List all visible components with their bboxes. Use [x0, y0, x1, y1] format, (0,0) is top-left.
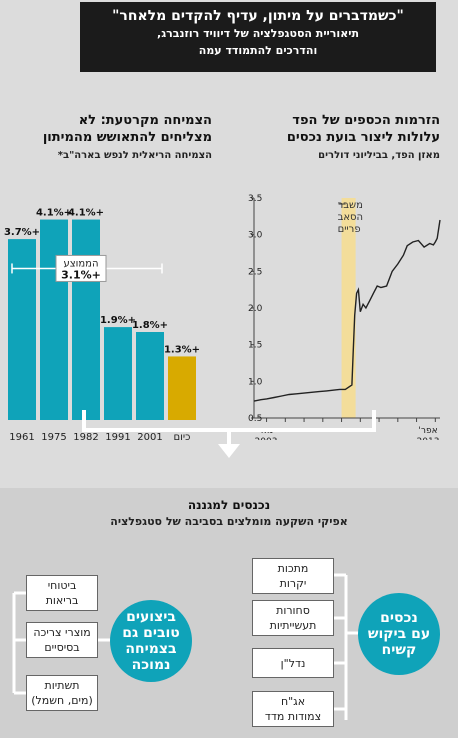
- asset-box-line: סחורות: [276, 604, 310, 617]
- investment-subtitle: אפיקי השקעה מומלצים בסביבה של סטגפלציה: [110, 515, 348, 528]
- asset-box-line: צמודות מדד: [264, 710, 322, 723]
- sector-box-line: (מים, חשמל): [31, 694, 93, 707]
- y-tick-label: 1.0: [248, 377, 263, 387]
- growth-bar-value-label: +1.3%: [164, 344, 200, 355]
- fed-balance-series-line: [253, 219, 441, 402]
- average-label-box: [55, 254, 107, 282]
- growth-bar-chart: +3.7% 1961 +4.1% 1975 +4.1% 1982 +1.9% 1991 +1.8…: [4, 208, 200, 443]
- x-start-year-label: 2003: [255, 437, 278, 440]
- fed-chart-title-line2: עלולות ליצור בועת נכסים: [286, 130, 440, 145]
- fed-chart-title: הזרמות הכספים של הפד עלולות ליצור בועת נ…: [230, 112, 440, 146]
- growth-chart-title-line1: הצמיחה מקרטעת: לא: [78, 113, 212, 128]
- asset-box-line: אג"ח: [280, 695, 306, 708]
- average-value-label: +3.1%: [61, 268, 101, 281]
- asset-box-line: תעשייתיות: [269, 619, 317, 632]
- headline-banner: "כשמדברים על מיתון, עדיף להקדים מלאחר" ת…: [80, 2, 436, 72]
- growth-bar-category-label: 1982: [73, 432, 98, 443]
- asset-box-industrial-commodities: סחורות תעשייתיות: [252, 600, 334, 636]
- growth-bar-value-label: +3.7%: [4, 227, 40, 238]
- low-growth-performers-circle: ביצועים טובים גם בצמיחה נמוכה: [110, 600, 192, 682]
- bracket-connector: [82, 410, 376, 458]
- sector-box-line: בריאות: [45, 594, 79, 607]
- growth-bar-category-label: 1961: [9, 432, 34, 443]
- circle-line: נמוכה: [131, 657, 171, 673]
- sector-box-consumer-staples: מוצרי צריכה בסיסיים: [26, 622, 98, 658]
- circle-line: עם ביקוש: [367, 626, 431, 642]
- sector-box-line: בסיסיים: [44, 641, 80, 654]
- fed-balance-line-chart: 0.51.01.52.02.53.03.5משברהסאבפרייםמאי200…: [248, 194, 441, 440]
- growth-bar-value-label: +1.9%: [100, 315, 136, 326]
- growth-bar: [72, 219, 100, 420]
- growth-bar: [40, 219, 68, 420]
- asset-box-precious-metals: מתכות יקרות: [252, 558, 334, 594]
- growth-chart-subtitle: הצמיחה הריאלית לנפש בארה"ב*: [57, 150, 212, 161]
- y-tick-label: 2.5: [248, 267, 262, 277]
- growth-chart-title: הצמיחה מקרטעת: לא מצליחים להתאושש מהמיתו…: [12, 112, 212, 146]
- crisis-annotation-label: פריים: [338, 224, 361, 235]
- growth-bar-category-label: 2001: [137, 432, 162, 443]
- headline-subtitle-2: והדרכים להתמודד עמה: [198, 44, 318, 57]
- asset-box-line: נדל"ן: [280, 656, 306, 670]
- average-label: הממוצע: [63, 258, 98, 269]
- asset-box-line: יקרות: [279, 577, 307, 590]
- sector-box-line: מוצרי צריכה: [33, 626, 91, 639]
- circle-line: טובים גם: [122, 625, 180, 641]
- y-tick-label: 0.5: [248, 414, 262, 424]
- sector-box-health-insurance: ביטוחי בריאות: [26, 575, 98, 611]
- hard-demand-assets-circle: נכסים עם ביקוש קשיח: [358, 593, 440, 675]
- asset-box-inflation-bonds: אג"ח צמודות מדד: [252, 691, 334, 727]
- y-tick-label: 1.5: [248, 341, 262, 351]
- x-end-year-label: 2013: [417, 437, 440, 440]
- fed-chart-subtitle: מאזן הפד, בביליוני דולרים: [318, 150, 440, 161]
- x-end-label: אפר': [418, 426, 437, 436]
- growth-bar: [168, 356, 196, 420]
- growth-bar-category-label: 1991: [105, 432, 130, 443]
- growth-bar: [104, 327, 132, 420]
- circle-line: ביצועים: [126, 609, 176, 625]
- crisis-annotation-label: הסאב: [338, 212, 364, 223]
- headline-title: "כשמדברים על מיתון, עדיף להקדים מלאחר": [112, 8, 404, 24]
- sector-box-line: תשתיות: [44, 679, 80, 692]
- sector-box-utilities: תשתיות (מים, חשמל): [26, 675, 98, 711]
- crisis-annotation-label: משבר: [338, 200, 363, 211]
- circle-line: קשיח: [381, 642, 417, 658]
- growth-chart-title-line2: מצליחים להתאושש מהמיתון: [42, 130, 212, 145]
- growth-bar-value-label: +4.1%: [36, 208, 72, 219]
- investment-title: נכנסים למגננה: [187, 498, 271, 512]
- asset-box-real-estate: נדל"ן: [252, 648, 334, 678]
- growth-bar-value-label: +1.8%: [132, 320, 168, 331]
- asset-box-line: מתכות: [277, 562, 309, 575]
- tree-connectors: [12, 573, 360, 720]
- circle-line: נכסים: [380, 610, 418, 626]
- y-tick-label: 2.0: [248, 304, 263, 314]
- growth-bar-category-label: כיום: [174, 432, 191, 443]
- investment-section: נכנסים למגננה אפיקי השקעה מומלצים בסביבה…: [0, 488, 458, 738]
- circle-line: בצמיחה: [125, 641, 177, 657]
- sector-box-line: ביטוחי: [47, 579, 77, 592]
- growth-bar-value-label: +4.1%: [68, 208, 104, 219]
- fed-chart-title-line1: הזרמות הכספים של הפד: [292, 113, 440, 128]
- growth-bar-category-label: 1975: [41, 432, 66, 443]
- y-tick-label: 3.5: [248, 194, 262, 204]
- headline-subtitle-1: תיאוריית הסטגפלציה של דיוויד רוזנברג,: [157, 27, 359, 40]
- growth-bar: [136, 332, 164, 420]
- y-tick-label: 3.0: [248, 231, 263, 241]
